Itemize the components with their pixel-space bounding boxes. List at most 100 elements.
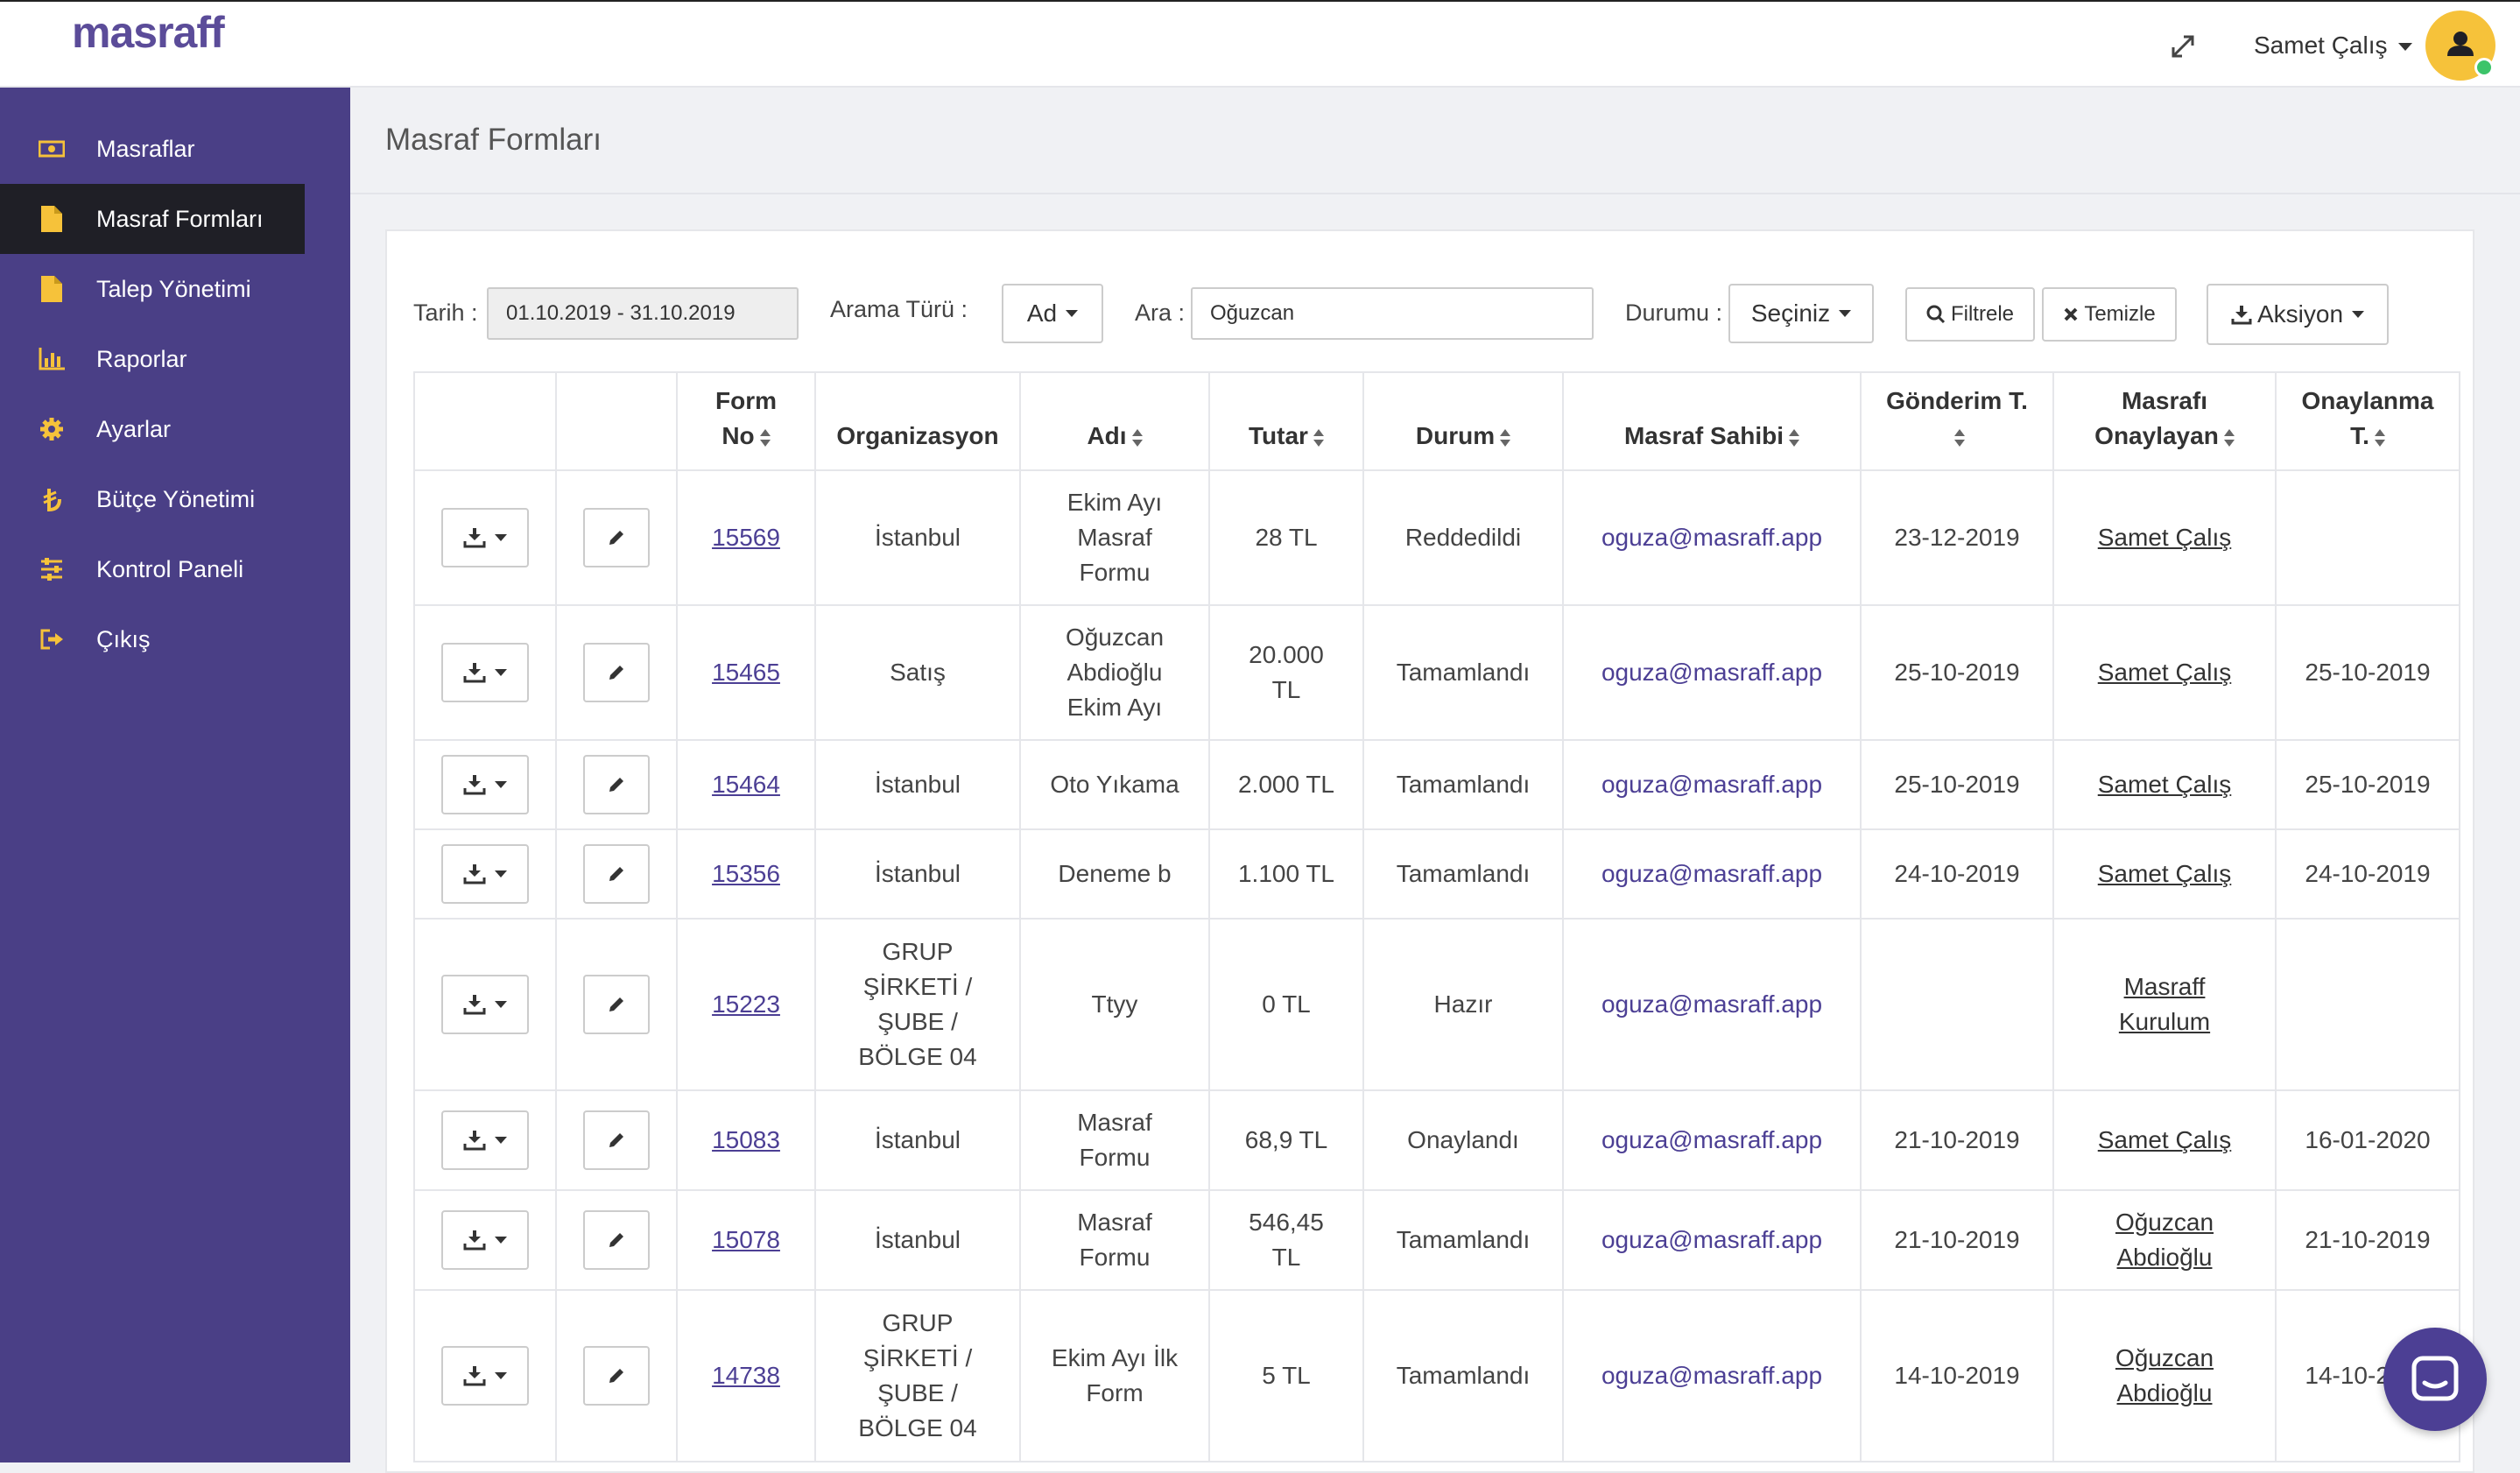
sidebar-item-label: Masraf Formları [96,205,264,232]
chevron-down-icon [2397,43,2412,52]
approver-link[interactable]: Samet Çalış [2097,1126,2232,1153]
action-dropdown-button[interactable]: Aksiyon [2207,284,2389,345]
sidebar-item-talep-yonetimi[interactable]: Talep Yönetimi [0,254,305,324]
chat-icon [2411,1356,2459,1401]
clear-button[interactable]: Temizle [2042,287,2177,342]
sort-icon[interactable] [1789,428,1800,447]
edit-cell [555,918,678,1091]
name-cell: Ekim Ayı Masraf Formu [1019,469,1210,606]
sort-icon[interactable] [1500,428,1511,447]
sidebar-item-ayarlar[interactable]: Ayarlar [0,394,305,464]
header-approved-date[interactable]: Onaylanma T. [2275,371,2460,471]
form-no-link[interactable]: 15569 [712,524,780,551]
edit-button[interactable] [583,755,650,814]
status-select[interactable]: Seçiniz [1728,284,1874,343]
sidebar-item-cikis[interactable]: Çıkış [0,604,305,674]
owner-email-link[interactable]: oguza@masraff.app [1601,990,1823,1018]
owner-email-link[interactable]: oguza@masraff.app [1601,659,1823,686]
header-form-no[interactable]: Form No [676,371,816,471]
sent-date-cell: 25-10-2019 [1860,604,2054,741]
form-no-link[interactable]: 14738 [712,1362,780,1389]
user-menu[interactable]: Samet Çalış [2254,32,2412,60]
edit-cell [555,1089,678,1191]
forms-card: Tarih : 01.10.2019 - 31.10.2019 Arama Tü… [385,229,2474,1473]
table-row: 15569 İstanbul Ekim Ayı Masraf Formu 28 TL Red… [413,469,2460,606]
owner-email-link[interactable]: oguza@masraff.app [1601,1226,1823,1253]
form-no-link[interactable]: 15223 [712,990,780,1018]
owner-email-link[interactable]: oguza@masraff.app [1601,1126,1823,1153]
owner-email-link[interactable]: oguza@masraff.app [1601,1362,1823,1389]
chat-widget-button[interactable] [2383,1328,2487,1431]
search-type-select[interactable]: Ad [1002,284,1103,343]
edit-button[interactable] [583,508,650,567]
organization-cell: GRUP ŞİRKETİ / ŞUBE / BÖLGE 04 [814,1289,1021,1462]
owner-email-link[interactable]: oguza@masraff.app [1601,860,1823,887]
header-amount[interactable]: Tutar [1208,371,1364,471]
sort-icon[interactable] [759,428,771,447]
approver-link[interactable]: Samet Çalış [2097,524,2232,551]
sort-icon[interactable] [1954,428,1965,447]
edit-button[interactable] [583,1346,650,1406]
sidebar-item-masraflar[interactable]: Masraflar [0,114,305,184]
form-no-cell: 15078 [676,1189,816,1291]
approver-link[interactable]: Oğuzcan Abdioğlu [2115,1209,2214,1271]
edit-button[interactable] [583,1210,650,1270]
search-type-value: Ad [1026,300,1058,327]
sidebar-item-butce-yonetimi[interactable]: Bütçe Yönetimi [0,464,305,534]
approver-cell: Oğuzcan Abdioğlu [2052,1289,2277,1462]
approver-link[interactable]: Samet Çalış [2097,771,2232,798]
sort-icon[interactable] [1313,428,1324,447]
download-dropdown-button[interactable] [441,975,529,1034]
download-dropdown-button[interactable] [441,508,529,567]
header-sent-date[interactable]: Gönderim T. [1860,371,2054,471]
approver-link[interactable]: Masraff Kurulum [2118,973,2211,1035]
header-approver[interactable]: Masrafı Onaylayan [2052,371,2277,471]
download-dropdown-button[interactable] [441,755,529,814]
app-logo[interactable]: masraff [72,8,225,57]
download-cell [413,739,557,830]
sliders-icon [39,556,65,582]
download-dropdown-button[interactable] [441,643,529,702]
filter-button[interactable]: Filtrele [1905,287,2035,342]
header-owner[interactable]: Masraf Sahibi [1562,371,1862,471]
form-no-link[interactable]: 15356 [712,860,780,887]
fullscreen-icon[interactable] [2170,33,2196,60]
download-dropdown-button[interactable] [441,1110,529,1170]
sidebar-item-masraf-formlari[interactable]: Masraf Formları [0,184,305,254]
download-cell [413,604,557,741]
sidebar-item-raporlar[interactable]: Raporlar [0,324,305,394]
header-status[interactable]: Durum [1362,371,1564,471]
owner-cell: oguza@masraff.app [1562,828,1862,920]
approver-link[interactable]: Samet Çalış [2097,860,2232,887]
table-row: 15223 GRUP ŞİRKETİ / ŞUBE / BÖLGE 04 Ttyy 0 TL… [413,918,2460,1091]
form-no-link[interactable]: 15083 [712,1126,780,1153]
edit-button[interactable] [583,643,650,702]
organization-cell: İstanbul [814,828,1021,920]
sidebar-item-kontrol-paneli[interactable]: Kontrol Paneli [0,534,305,604]
download-dropdown-button[interactable] [441,1346,529,1406]
forms-table: Form No Organizasyon Adı Tutar Durum Masr… [413,371,2460,1462]
edit-button[interactable] [583,844,650,904]
approver-link[interactable]: Samet Çalış [2097,659,2232,686]
download-dropdown-button[interactable] [441,844,529,904]
search-input[interactable]: Oğuzcan [1191,287,1594,340]
form-no-link[interactable]: 15465 [712,659,780,686]
date-range-input[interactable]: 01.10.2019 - 31.10.2019 [487,287,799,340]
owner-email-link[interactable]: oguza@masraff.app [1601,771,1823,798]
sidebar-item-label: Ayarlar [96,415,172,442]
edit-button[interactable] [583,1110,650,1170]
avatar[interactable] [2425,11,2495,81]
owner-cell: oguza@masraff.app [1562,739,1862,830]
form-no-link[interactable]: 15464 [712,771,780,798]
edit-button[interactable] [583,975,650,1034]
sort-icon[interactable] [2223,428,2235,447]
download-dropdown-button[interactable] [441,1210,529,1270]
owner-email-link[interactable]: oguza@masraff.app [1601,524,1823,551]
amount-cell: 0 TL [1208,918,1364,1091]
sort-icon[interactable] [2374,428,2385,447]
header-name[interactable]: Adı [1019,371,1210,471]
form-no-link[interactable]: 15078 [712,1226,780,1253]
sort-icon[interactable] [1131,428,1143,447]
amount-cell: 68,9 TL [1208,1089,1364,1191]
approver-link[interactable]: Oğuzcan Abdioğlu [2115,1344,2214,1406]
